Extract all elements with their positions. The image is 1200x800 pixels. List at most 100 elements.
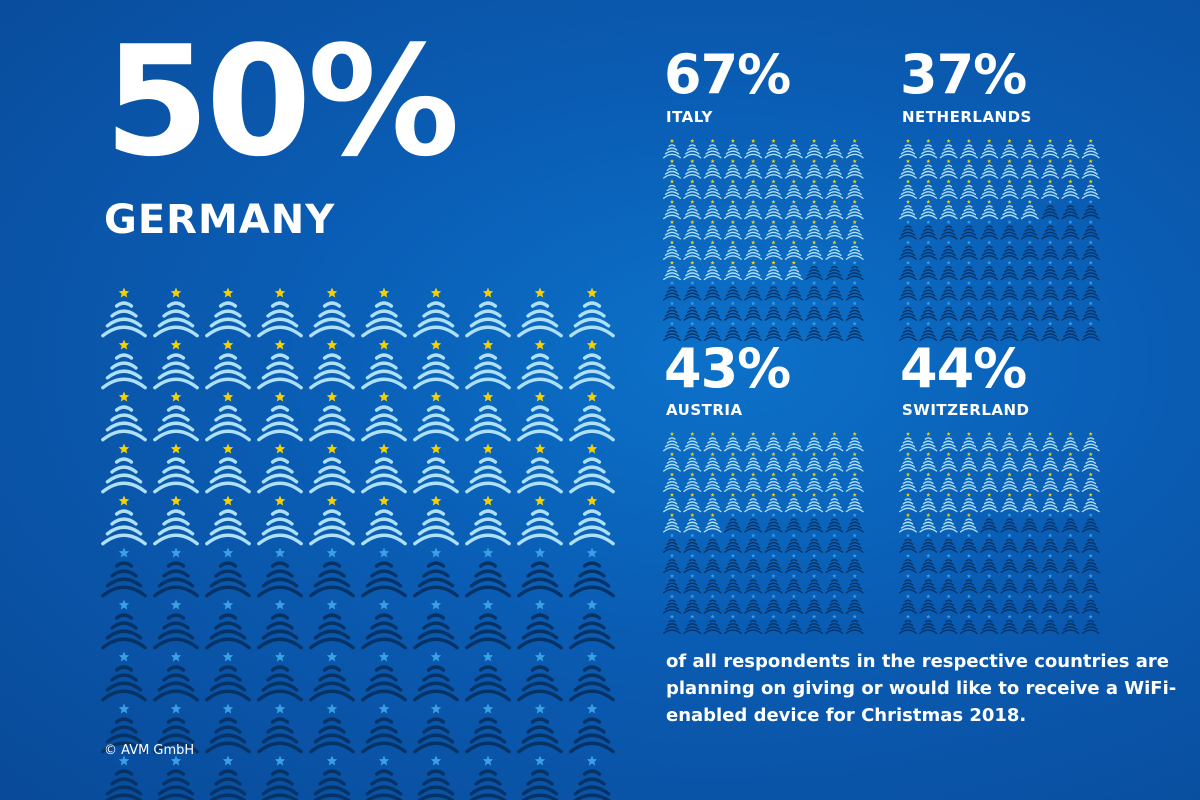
waffle-cell-73 <box>959 573 978 594</box>
waffle-cell-38 <box>825 492 844 513</box>
waffle-cell-82 <box>703 301 722 321</box>
waffle-cell-77 <box>805 280 824 301</box>
waffle-cell-10 <box>663 452 681 472</box>
waffle-cell-57 <box>465 547 511 598</box>
waffle-cell-84 <box>309 703 355 754</box>
waffle-cell-34 <box>744 492 763 513</box>
waffle-cell-47 <box>805 513 824 533</box>
waffle-cell-76 <box>413 651 459 702</box>
waffle-cell-46 <box>1020 220 1039 240</box>
waffle-cell-45 <box>361 495 407 546</box>
waffle-cell-21 <box>919 179 938 199</box>
waffle-cell-3 <box>959 138 978 159</box>
waffle-cell-5 <box>764 431 783 452</box>
waffle-cell-64 <box>980 260 999 281</box>
waffle-cell-47 <box>805 220 824 240</box>
waffle-cell-69 <box>569 599 615 650</box>
waffle-cell-86 <box>784 301 803 321</box>
waffle-cell-2 <box>205 287 251 338</box>
austria-label: AUSTRIA <box>666 401 743 419</box>
waffle-cell-41 <box>683 513 702 533</box>
waffle-cell-1 <box>683 431 702 452</box>
waffle-cell-29 <box>845 472 864 492</box>
waffle-cell-98 <box>1061 614 1080 635</box>
waffle-cell-40 <box>663 220 681 240</box>
waffle-cell-0 <box>663 431 681 452</box>
waffle-cell-54 <box>980 240 999 260</box>
waffle-cell-5 <box>361 287 407 338</box>
waffle-cell-91 <box>919 614 938 635</box>
waffle-cell-82 <box>939 301 958 321</box>
waffle-cell-88 <box>1061 301 1080 321</box>
waffle-cell-95 <box>365 755 403 800</box>
waffle-cell-64 <box>744 260 763 281</box>
waffle-cell-59 <box>1081 533 1100 553</box>
waffle-cell-85 <box>1000 301 1019 321</box>
waffle-cell-78 <box>825 573 844 594</box>
waffle-cell-35 <box>1000 199 1019 220</box>
waffle-cell-35 <box>1000 492 1019 513</box>
waffle-cell-98 <box>825 614 844 635</box>
waffle-cell-9 <box>1081 431 1100 452</box>
waffle-cell-61 <box>919 553 938 574</box>
netherlands-percentage: 37% <box>900 43 1027 106</box>
waffle-cell-81 <box>919 301 938 321</box>
waffle-cell-17 <box>465 339 511 390</box>
waffle-cell-33 <box>959 492 978 513</box>
waffle-cell-87 <box>1041 594 1060 614</box>
waffle-cell-34 <box>744 199 763 220</box>
waffle-cell-26 <box>413 391 459 442</box>
waffle-cell-60 <box>663 260 681 281</box>
waffle-cell-12 <box>939 159 958 179</box>
waffle-cell-19 <box>845 159 864 179</box>
waffle-cell-96 <box>784 321 803 342</box>
waffle-cell-86 <box>1020 301 1039 321</box>
waffle-cell-64 <box>309 599 355 650</box>
waffle-cell-1 <box>919 431 938 452</box>
waffle-cell-21 <box>683 179 702 199</box>
waffle-cell-65 <box>764 260 783 281</box>
waffle-cell-17 <box>1041 159 1060 179</box>
waffle-cell-7 <box>465 287 511 338</box>
waffle-cell-92 <box>939 321 958 342</box>
waffle-cell-25 <box>1000 179 1019 199</box>
waffle-cell-99 <box>845 321 864 342</box>
waffle-cell-50 <box>899 240 917 260</box>
netherlands-waffle-chart <box>899 138 1100 342</box>
waffle-cell-95 <box>764 321 783 342</box>
waffle-cell-45 <box>764 220 783 240</box>
waffle-cell-4 <box>980 431 999 452</box>
waffle-cell-83 <box>257 703 303 754</box>
waffle-cell-80 <box>899 301 917 321</box>
waffle-cell-93 <box>261 755 299 800</box>
waffle-cell-40 <box>101 495 147 546</box>
waffle-cell-91 <box>919 321 938 342</box>
waffle-cell-67 <box>1041 553 1060 574</box>
waffle-cell-0 <box>101 287 147 338</box>
waffle-cell-26 <box>784 472 803 492</box>
waffle-cell-99 <box>573 755 611 800</box>
waffle-cell-46 <box>784 220 803 240</box>
waffle-cell-1 <box>153 287 199 338</box>
waffle-cell-18 <box>517 339 563 390</box>
waffle-cell-43 <box>959 513 978 533</box>
waffle-cell-32 <box>703 199 722 220</box>
waffle-cell-79 <box>1081 280 1100 301</box>
waffle-cell-67 <box>805 553 824 574</box>
waffle-cell-62 <box>703 553 722 574</box>
waffle-cell-11 <box>919 159 938 179</box>
waffle-cell-50 <box>101 547 147 598</box>
waffle-cell-9 <box>1081 138 1100 159</box>
waffle-cell-75 <box>1000 573 1019 594</box>
waffle-cell-94 <box>313 755 351 800</box>
waffle-cell-53 <box>959 533 978 553</box>
waffle-cell-10 <box>101 339 147 390</box>
waffle-cell-7 <box>1041 431 1060 452</box>
waffle-cell-70 <box>899 573 917 594</box>
waffle-cell-90 <box>899 321 917 342</box>
waffle-cell-9 <box>569 287 615 338</box>
waffle-cell-35 <box>361 443 407 494</box>
waffle-cell-98 <box>1061 321 1080 342</box>
waffle-cell-17 <box>805 452 824 472</box>
waffle-cell-39 <box>569 443 615 494</box>
